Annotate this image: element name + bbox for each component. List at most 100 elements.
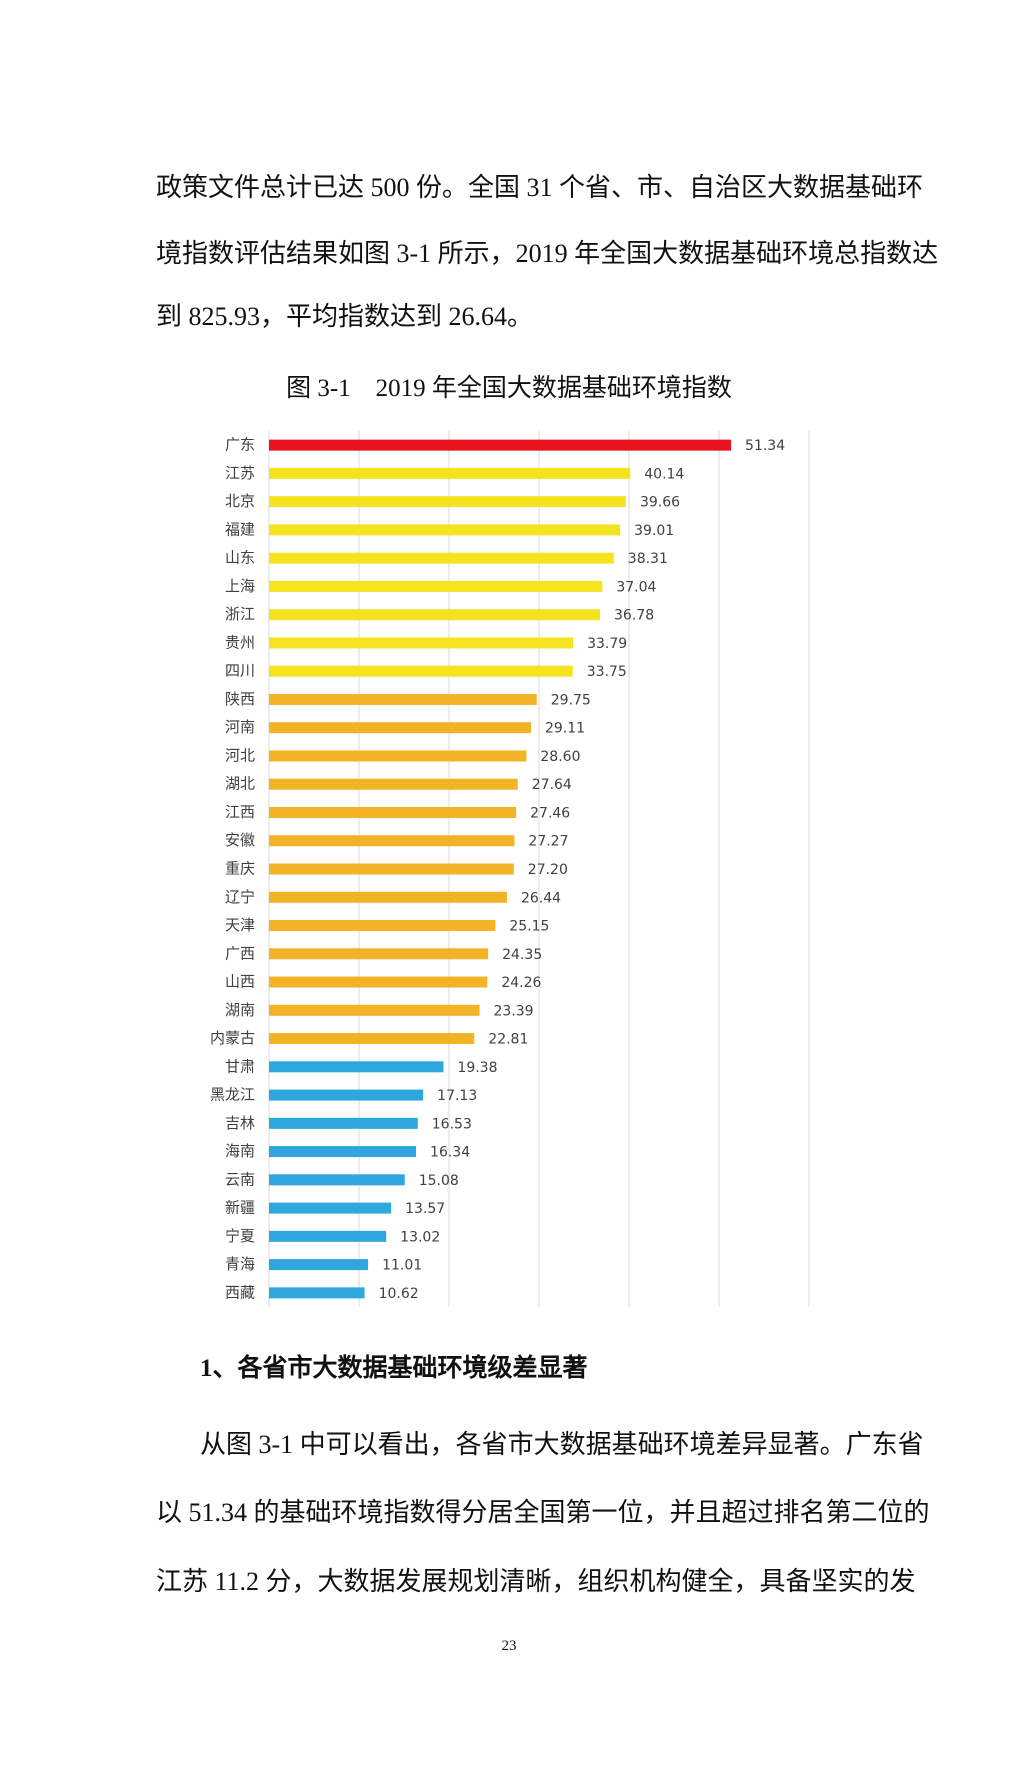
value-label: 40.14 [644,466,684,482]
bar [269,778,518,790]
bar [269,580,603,592]
bar [269,665,573,677]
text-line: 到 825.93，平均指数达到 26.64。 [156,302,534,331]
section-heading: 1、各省市大数据基础环境级差显著 [200,1355,588,1382]
page-number: 23 [501,1638,517,1654]
bar [269,1117,418,1129]
bar [269,1146,417,1158]
category-label: 湖北 [225,775,255,793]
value-label: 19.38 [457,1060,497,1076]
bar [269,722,531,734]
bar [269,891,507,903]
category-label: 青海 [225,1255,255,1273]
category-label: 内蒙古 [210,1029,255,1047]
category-label: 辽宁 [225,888,255,906]
value-label: 27.27 [528,834,568,850]
bar [269,524,621,536]
category-label: 安徽 [225,831,255,849]
bar [269,552,614,564]
bar [269,496,626,508]
category-label: 江西 [225,803,255,821]
category-label: 河南 [225,718,255,736]
value-label: 33.79 [587,636,627,652]
category-label: 湖南 [225,1001,255,1019]
value-label: 39.01 [634,523,674,539]
bar [269,1202,392,1214]
category-label: 四川 [225,662,255,680]
value-label: 13.02 [400,1229,440,1245]
value-label: 29.75 [551,692,591,708]
value-label: 11.01 [382,1258,422,1274]
text-line: 从图 3-1 中可以看出，各省市大数据基础环境差异显著。广东省 [200,1430,924,1459]
text-line: 江苏 11.2 分，大数据发展规划清晰，组织机构健全，具备坚实的发 [156,1567,916,1596]
bar [269,637,574,649]
value-label: 22.81 [488,1032,528,1048]
category-label: 黑龙江 [210,1086,255,1104]
value-label: 28.60 [540,749,580,765]
bar [269,1089,424,1101]
value-label: 16.53 [432,1116,472,1132]
value-label: 38.31 [628,551,668,567]
category-label: 海南 [225,1142,255,1160]
bar [269,920,496,932]
category-label: 天津 [225,916,255,934]
bar [269,1259,369,1271]
value-label: 37.04 [616,579,656,595]
bar [269,609,601,621]
category-label: 新疆 [225,1199,255,1217]
category-label: 西藏 [225,1283,255,1301]
bar [269,1061,444,1073]
bar [269,1004,480,1016]
category-label: 陕西 [225,690,255,708]
value-label: 27.64 [532,777,572,793]
value-label: 25.15 [509,919,549,935]
value-label: 29.11 [545,721,585,737]
value-label: 27.46 [530,805,570,821]
category-label: 浙江 [225,605,255,623]
bar [269,863,514,875]
bar [269,835,515,847]
bar [269,750,527,762]
value-label: 24.26 [501,975,541,991]
bar [269,948,489,960]
category-label: 云南 [225,1170,255,1188]
value-label: 10.62 [379,1286,419,1302]
value-label: 26.44 [521,890,561,906]
category-label: 贵州 [225,633,255,651]
bar [269,467,631,479]
text-line: 政策文件总计已达 500 份。全国 31 个省、市、自治区大数据基础环 [156,173,924,202]
category-label: 山东 [225,549,255,567]
value-label: 36.78 [614,608,654,624]
bar [269,439,732,451]
value-label: 15.08 [419,1173,459,1189]
category-label: 河北 [225,746,255,764]
value-label: 51.34 [745,438,785,454]
category-label: 广东 [225,436,255,454]
value-label: 24.35 [502,947,542,963]
category-label: 广西 [225,944,255,962]
category-label: 江苏 [225,464,255,482]
bar [269,1230,387,1242]
chart: 广东 51.34 江苏 40.14 北京 39.66 福建 39.01 山东 38.31 上海 37.… [210,431,810,1307]
category-label: 上海 [225,577,255,595]
bar [269,806,517,818]
category-label: 福建 [225,520,255,538]
figure-caption: 图 3-1 2019 年全国大数据基础环境指数 [286,375,732,402]
text-line: 以 51.34 的基础环境指数得分居全国第一位，并且超过排名第二位的 [156,1498,930,1527]
bar [269,1174,405,1186]
text-line: 境指数评估结果如图 3-1 所示，2019 年全国大数据基础环境总指数达 [156,239,939,268]
value-label: 16.34 [430,1145,470,1161]
value-label: 17.13 [437,1088,477,1104]
bar [269,693,537,705]
bar [269,1033,475,1045]
category-label: 吉林 [225,1114,255,1132]
category-label: 宁夏 [225,1227,255,1245]
value-label: 33.75 [587,664,627,680]
value-label: 27.20 [528,862,568,878]
bar [269,976,488,988]
bar [269,1287,365,1299]
value-label: 23.39 [494,1003,534,1019]
category-label: 重庆 [225,860,255,878]
value-label: 39.66 [640,495,680,511]
